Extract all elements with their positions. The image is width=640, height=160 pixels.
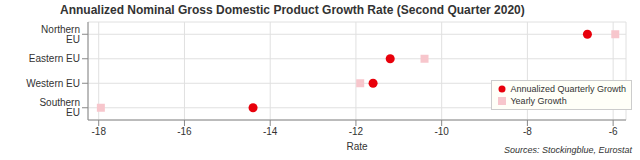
- svg-text:Rate: Rate: [346, 141, 368, 152]
- html-text:Yearly Growth: Yearly Growth: [510, 96, 567, 106]
- svg-text:-8: -8: [523, 126, 532, 137]
- svg-text:SouthernEU: SouthernEU: [39, 97, 80, 118]
- svg-text:-6: -6: [609, 126, 618, 137]
- svg-text:NorthernEU: NorthernEU: [41, 24, 80, 45]
- html-text:Sources: Stockingblue, Eurosta: Sources: Stockingblue, Eurostat: [503, 145, 632, 155]
- svg-text:-18: -18: [91, 126, 106, 137]
- svg-text:-16: -16: [177, 126, 192, 137]
- html-text:Annualized Quarterly Growth: Annualized Quarterly Growth: [510, 84, 626, 94]
- html-text:Annualized Nominal Gross Domes: Annualized Nominal Gross Domestic Produc…: [60, 3, 525, 17]
- svg-text:Eastern EU: Eastern EU: [29, 53, 80, 64]
- svg-text:-10: -10: [434, 126, 449, 137]
- svg-text:Western EU: Western EU: [26, 78, 80, 89]
- svg-text:-12: -12: [349, 126, 364, 137]
- svg-text:-14: -14: [263, 126, 278, 137]
